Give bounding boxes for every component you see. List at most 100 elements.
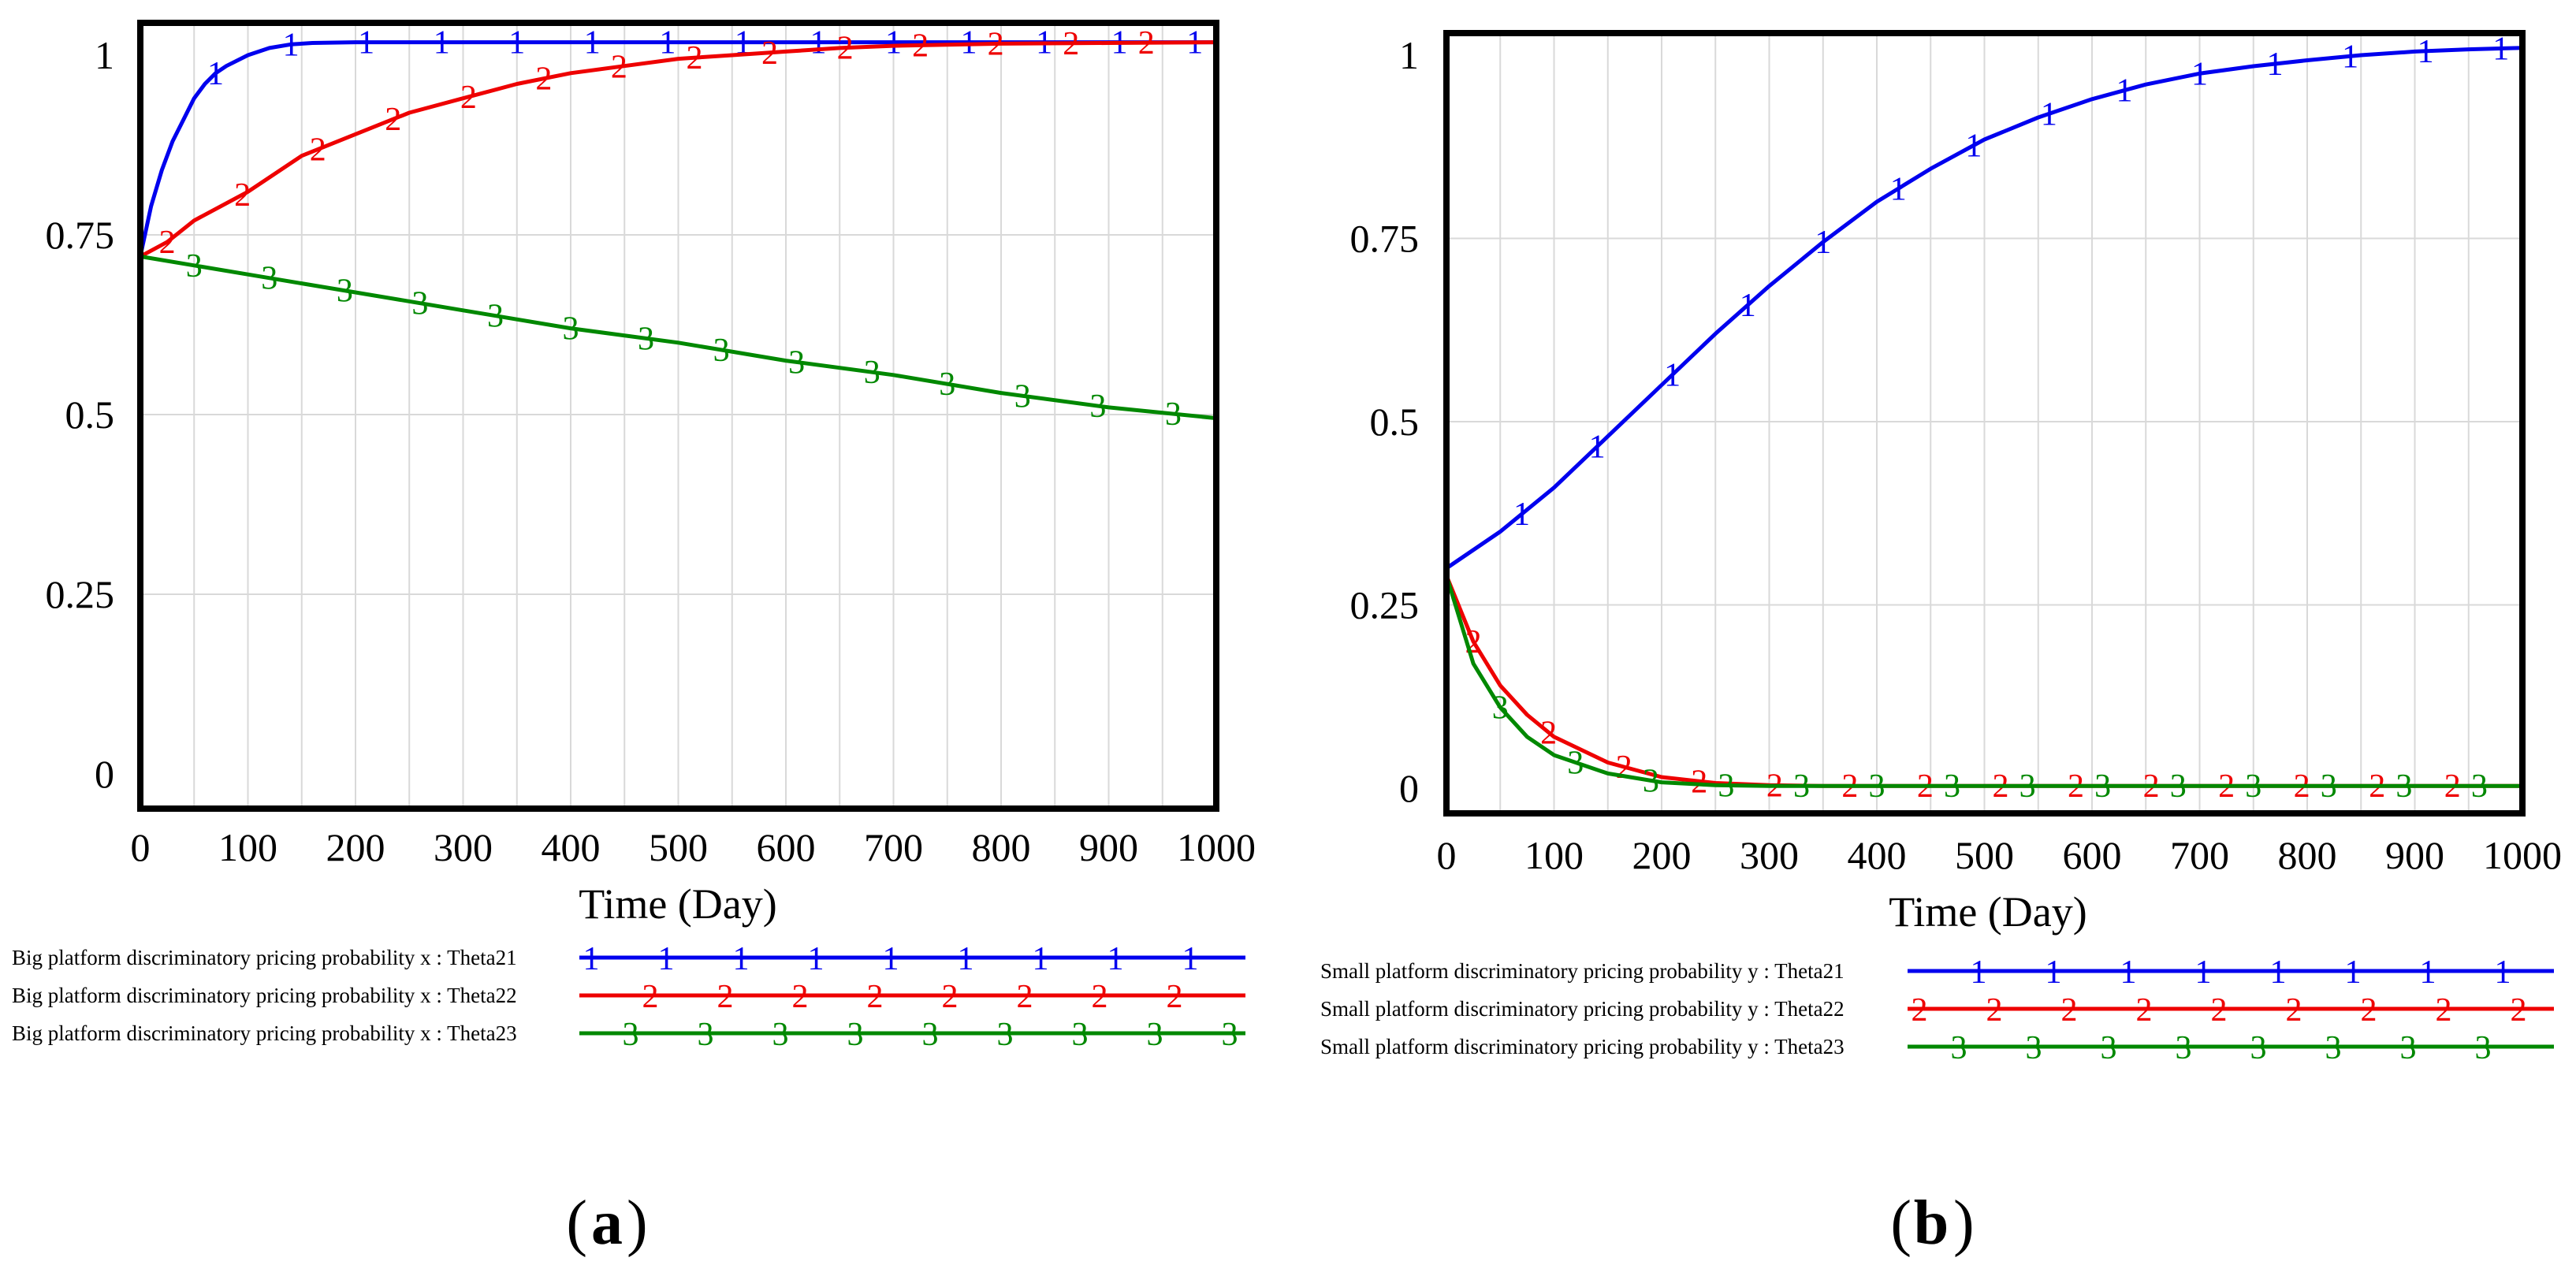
- legend-marker-2: 2: [1092, 979, 1108, 1015]
- panel-a-label: ( a ): [566, 1189, 647, 1258]
- series-marker-1: 1: [2342, 39, 2358, 75]
- series-marker-1: 1: [1589, 430, 1606, 466]
- series-marker-3: 3: [1014, 378, 1031, 415]
- x-tick-label: 100: [1524, 833, 1584, 877]
- legend-label: Big platform discriminatory pricing prob…: [12, 984, 517, 1007]
- legend-marker-3: 3: [2250, 1030, 2267, 1066]
- legend-marker-3: 3: [1147, 1017, 1163, 1053]
- legend-marker-1: 1: [2120, 954, 2137, 991]
- series-marker-3: 3: [2019, 768, 2036, 805]
- legend-marker-3: 3: [772, 1017, 789, 1053]
- series-marker-3: 3: [788, 344, 805, 381]
- legend-marker-3: 3: [1222, 1017, 1238, 1053]
- series-marker-1: 1: [810, 25, 826, 61]
- series-marker-3: 3: [337, 273, 353, 310]
- x-tick-label: 0: [131, 825, 151, 869]
- x-tick-label: 300: [434, 825, 493, 869]
- series-marker-2: 2: [310, 132, 326, 168]
- x-tick-label: 1000: [1177, 825, 1256, 869]
- series-marker-1: 1: [283, 27, 300, 63]
- series-marker-3: 3: [1944, 768, 1960, 805]
- panel-b-y-ticks: 0 0.25 0.5 0.75 1: [1350, 33, 1420, 810]
- legend-marker-2: 2: [2211, 992, 2228, 1029]
- series-marker-3: 3: [261, 261, 277, 297]
- legend-marker-1: 1: [2345, 954, 2362, 991]
- series-marker-2: 2: [234, 177, 251, 214]
- series-marker-1: 1: [508, 25, 525, 61]
- x-tick-label: 800: [972, 825, 1031, 869]
- x-tick-label: 300: [1740, 833, 1799, 877]
- legend-label: Big platform discriminatory pricing prob…: [12, 946, 517, 969]
- series-marker-1: 1: [1965, 128, 1982, 164]
- x-tick-label: 900: [1079, 825, 1138, 869]
- legend-marker-1: 1: [2270, 954, 2287, 991]
- legend-marker-2: 2: [867, 979, 884, 1015]
- series-marker-2: 2: [761, 35, 778, 72]
- legend-marker-2: 2: [1017, 979, 1033, 1015]
- legend-marker-3: 3: [698, 1017, 714, 1053]
- series-marker-1: 1: [1740, 288, 1756, 324]
- series-marker-3: 3: [2395, 768, 2412, 805]
- panel-a-x-ticks: 0 100 200 300 400 500 600 700 800 900 1000: [131, 825, 1256, 869]
- legend-marker-2: 2: [1986, 992, 2003, 1029]
- legend-marker-2: 2: [942, 979, 959, 1015]
- series-marker-1: 1: [434, 25, 450, 61]
- legend-marker-2: 2: [2061, 992, 2078, 1029]
- x-tick-label: 0: [1437, 833, 1457, 877]
- legend-label: Small platform discriminatory pricing pr…: [1320, 1035, 1845, 1058]
- series-marker-3: 3: [1869, 768, 1885, 805]
- x-tick-label: 500: [1955, 833, 2014, 877]
- panel-b-legend: Small platform discriminatory pricing pr…: [1320, 954, 2554, 1066]
- series-marker-1: 1: [2116, 73, 2132, 110]
- series-marker-1: 1: [207, 56, 224, 92]
- svg-text:(: (: [1890, 1189, 1912, 1258]
- x-tick-label: 700: [2170, 833, 2229, 877]
- x-tick-label: 100: [218, 825, 277, 869]
- series-marker-1: 1: [2418, 34, 2434, 70]
- series-marker-3: 3: [2245, 768, 2261, 805]
- series-marker-2: 2: [912, 28, 929, 64]
- legend-marker-2: 2: [642, 979, 659, 1015]
- series-marker-1: 1: [358, 25, 374, 61]
- legend-marker-3: 3: [1072, 1017, 1089, 1053]
- series-marker-1: 1: [2267, 47, 2284, 83]
- legend-marker-3: 3: [1951, 1030, 1967, 1066]
- panel-b-x-ticks: 0 100 200 300 400 500 600 700 800 900 1000: [1437, 833, 2563, 877]
- series-marker-1: 1: [2041, 96, 2057, 132]
- series-marker-3: 3: [939, 366, 955, 403]
- series-marker-1: 1: [1513, 497, 1530, 533]
- y-tick-label: 0.25: [46, 572, 115, 616]
- series-marker-3: 3: [638, 321, 654, 357]
- series-marker-3: 3: [487, 299, 504, 335]
- x-tick-label: 1000: [2483, 833, 2562, 877]
- y-tick-label: 0.25: [1350, 583, 1420, 627]
- legend-marker-1: 1: [583, 941, 600, 977]
- series-marker-3: 3: [186, 248, 203, 285]
- legend-marker-3: 3: [2400, 1030, 2417, 1066]
- series-marker-3: 3: [713, 333, 730, 369]
- legend-marker-1: 1: [1107, 941, 1124, 977]
- panel-b-label-letter: b: [1914, 1189, 1949, 1258]
- x-tick-label: 600: [2063, 833, 2122, 877]
- series-marker-1: 1: [1890, 171, 1907, 207]
- series-marker-1: 1: [885, 25, 902, 61]
- series-marker-3: 3: [2471, 768, 2488, 805]
- legend-marker-2: 2: [2361, 992, 2377, 1029]
- legend-marker-1: 1: [1971, 954, 1987, 991]
- legend-marker-1: 1: [883, 941, 899, 977]
- series-marker-2: 2: [385, 102, 401, 138]
- y-tick-label: 1: [1399, 33, 1419, 77]
- y-tick-label: 0.75: [1350, 217, 1420, 261]
- panel-b-x-axis-title: Time (Day): [1889, 888, 2087, 936]
- series-marker-3: 3: [1165, 396, 1182, 433]
- legend-marker-3: 3: [2325, 1030, 2342, 1066]
- series-marker-1: 1: [2492, 31, 2509, 67]
- series-line-1: [138, 40, 1216, 257]
- series-marker-2: 2: [159, 225, 176, 261]
- series-marker-2: 2: [988, 27, 1004, 63]
- series-line-3: [140, 254, 1217, 421]
- series-marker-2: 2: [837, 31, 854, 67]
